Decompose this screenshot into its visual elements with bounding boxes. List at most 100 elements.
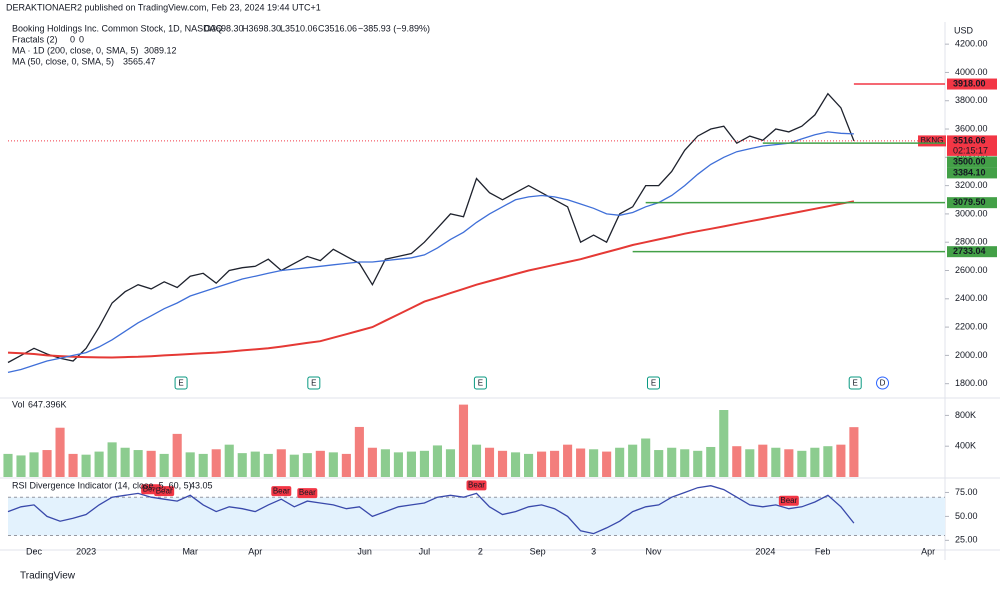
- y-tick-label: 2600.00: [955, 265, 988, 275]
- y-tick-label: 400K: [955, 441, 976, 451]
- volume-bar: [823, 446, 833, 477]
- volume-bar: [107, 442, 117, 477]
- volume-bar: [302, 453, 312, 477]
- volume-bar: [68, 453, 78, 477]
- bear-label: Bear: [780, 496, 797, 505]
- volume-bar: [185, 452, 195, 477]
- volume-bar: [497, 450, 508, 477]
- volume-bar: [797, 450, 807, 477]
- volume-bar: [120, 447, 130, 477]
- legend-text: MA · 1D (200, close, 0, SMA, 5): [12, 45, 139, 55]
- legend-text: Vol: [12, 399, 25, 409]
- legend-text: 0: [79, 34, 84, 44]
- volume-bar: [341, 453, 351, 477]
- y-tick-label: 2000.00: [955, 350, 988, 360]
- volume-bar: [289, 454, 299, 477]
- y-tick-label: 25.00: [955, 535, 978, 545]
- volume-bar: [667, 447, 677, 477]
- x-tick-label: Jun: [357, 546, 372, 556]
- x-tick-label: Sep: [530, 546, 546, 556]
- volume-bar: [354, 426, 364, 477]
- volume-bar: [250, 451, 260, 477]
- volume-bar: [393, 452, 403, 477]
- bear-label: Bear: [273, 486, 290, 495]
- volume-bar: [3, 453, 13, 477]
- volume-bar: [745, 449, 755, 477]
- legend-text: O3698.30: [204, 23, 244, 33]
- y-tick-label: 4200.00: [955, 39, 988, 49]
- volume-bar: [706, 446, 716, 477]
- event-label: E: [178, 379, 183, 388]
- bear-label-box: [297, 488, 318, 499]
- currency: USD: [954, 25, 974, 35]
- volume-bar: [654, 450, 664, 477]
- x-tick-label: Apr: [921, 546, 935, 556]
- volume-bar: [159, 453, 169, 477]
- level-label: 2733.04: [953, 246, 986, 256]
- volume-bar: [42, 450, 52, 477]
- symbol-tag-box: [918, 135, 946, 147]
- level-label-box: [947, 156, 997, 168]
- volume-bar: [16, 455, 26, 477]
- volume-bar: [263, 453, 273, 477]
- volume-bar: [55, 427, 65, 477]
- level-label-box: [947, 135, 997, 147]
- event-marker: [174, 376, 188, 390]
- y-tick-label: 800K: [955, 410, 976, 420]
- volume-bar: [224, 444, 234, 477]
- bear-label: Bear: [299, 488, 316, 497]
- volume-bar: [550, 450, 560, 477]
- legend-text: MA (50, close, 0, SMA, 5): [12, 56, 114, 66]
- volume-bar: [29, 452, 39, 477]
- volume-bar: [641, 438, 651, 477]
- volume-bar: [719, 410, 729, 477]
- volume-bar: [94, 451, 104, 477]
- y-tick-label: 3000.00: [955, 208, 988, 218]
- volume-bar: [458, 404, 469, 477]
- legend-text: L3510.06: [280, 23, 318, 33]
- indicator-line: [7, 131, 854, 374]
- x-tick-label: 3: [591, 546, 596, 556]
- volume-bar: [836, 444, 846, 477]
- level-label: 3918.00: [953, 78, 986, 88]
- price-line: [7, 92, 855, 364]
- level-label-box: [947, 246, 997, 258]
- volume-bar: [406, 451, 416, 477]
- bear-label: Bear: [156, 486, 173, 495]
- x-tick-label: Apr: [248, 546, 262, 556]
- legend-text: 647.396K: [28, 399, 67, 409]
- bear-label-box: [271, 486, 292, 497]
- volume-bar: [602, 451, 612, 477]
- countdown: 02:15:17: [953, 145, 988, 155]
- y-tick-label: 3600.00: [955, 123, 988, 133]
- brand: TradingView: [20, 571, 76, 582]
- legend-text: Booking Holdings Inc. Common Stock, 1D, …: [12, 23, 223, 33]
- event-marker: [646, 376, 660, 390]
- event-label: E: [311, 379, 316, 388]
- volume-bar: [198, 453, 208, 477]
- volume-bar: [276, 449, 286, 477]
- event-marker: [307, 376, 321, 390]
- volume-bar: [380, 449, 390, 477]
- event-label: E: [853, 379, 858, 388]
- legend-text: −385.93 (−9.89%): [358, 23, 430, 33]
- volume-bar: [576, 448, 586, 477]
- symbol-tag: BKNG: [921, 136, 944, 145]
- countdown-box: [947, 145, 997, 156]
- y-tick-label: 75.00: [955, 487, 978, 497]
- volume-bar: [615, 447, 625, 477]
- volume-bar: [849, 427, 859, 477]
- volume-bar: [146, 450, 156, 477]
- event-marker: [473, 376, 487, 390]
- level-label: 3079.50: [953, 197, 986, 207]
- legend-text: 3565.47: [123, 56, 156, 66]
- rsi-band: [8, 497, 945, 536]
- volume-bar: [810, 447, 820, 477]
- x-tick-label: 2023: [76, 546, 96, 556]
- legend-text: Fractals (2): [12, 34, 58, 44]
- event-label: E: [651, 379, 656, 388]
- volume-bar: [432, 445, 443, 477]
- legend-text: 43.05: [190, 480, 213, 490]
- volume-bar: [563, 444, 573, 477]
